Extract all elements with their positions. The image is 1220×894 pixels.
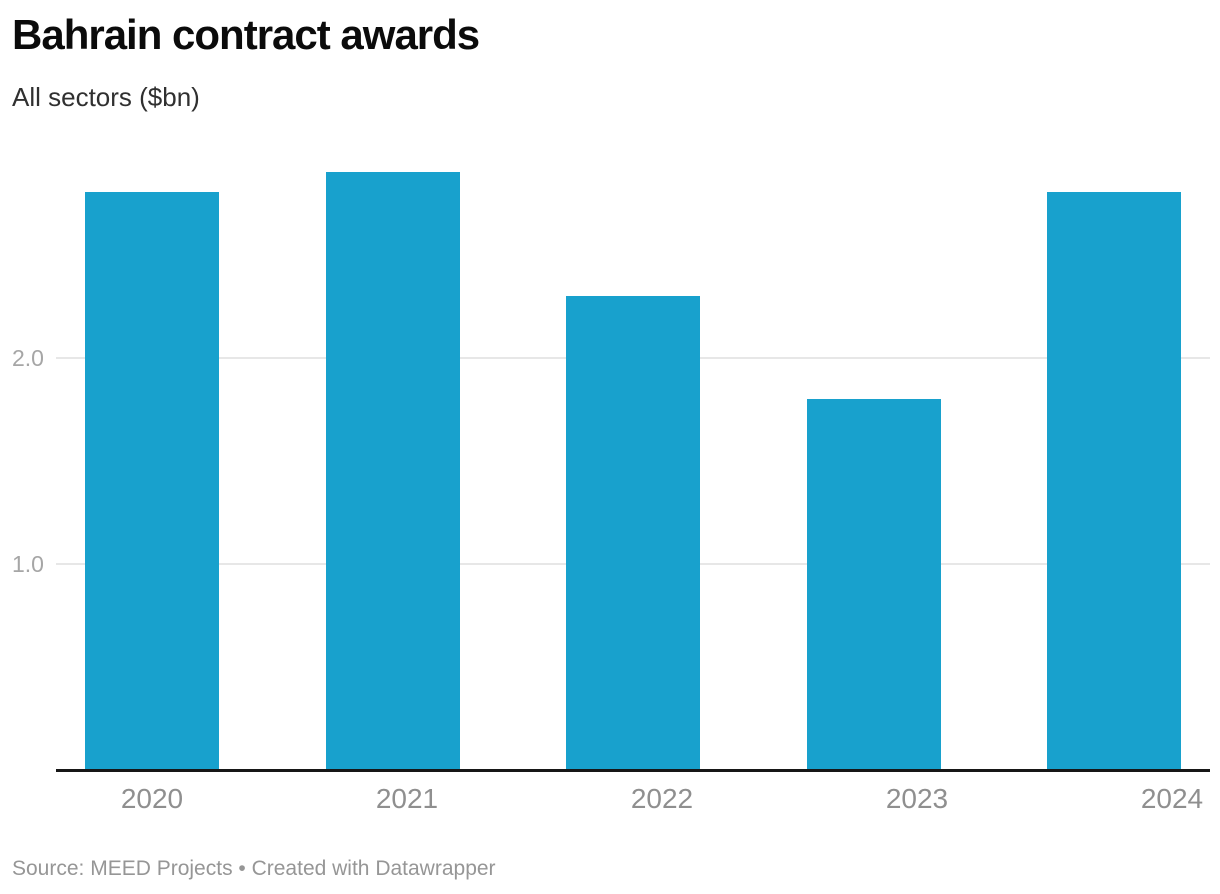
y-tick-label-2.0: 2.0: [12, 344, 44, 371]
x-axis-tick-labels: 2020 2021 2022 2023 2024: [56, 783, 1220, 815]
bars-layer: [56, 151, 1210, 771]
x-tick-label-2022: 2022: [630, 783, 694, 814]
bar-2024[interactable]: [1047, 192, 1181, 771]
x-tick-label-2023: 2023: [885, 783, 949, 814]
bar-2021[interactable]: [325, 171, 460, 771]
bar-2023[interactable]: [806, 399, 941, 771]
source-footer: Source: MEED Projects • Created with Dat…: [12, 857, 496, 880]
x-tick-label-2020: 2020: [120, 783, 184, 814]
bar-2022[interactable]: [566, 295, 700, 771]
y-tick-label-1.0: 1.0: [12, 551, 44, 578]
x-tick-label-2021: 2021: [375, 783, 439, 814]
bar-2020[interactable]: [85, 192, 219, 771]
chart-title: Bahrain contract awards: [12, 11, 480, 58]
x-axis-line: [56, 769, 1210, 772]
chart-subtitle: All sectors ($bn): [12, 82, 200, 112]
x-tick-label-2024: 2024: [1140, 783, 1204, 814]
plot-area: [56, 151, 1210, 772]
